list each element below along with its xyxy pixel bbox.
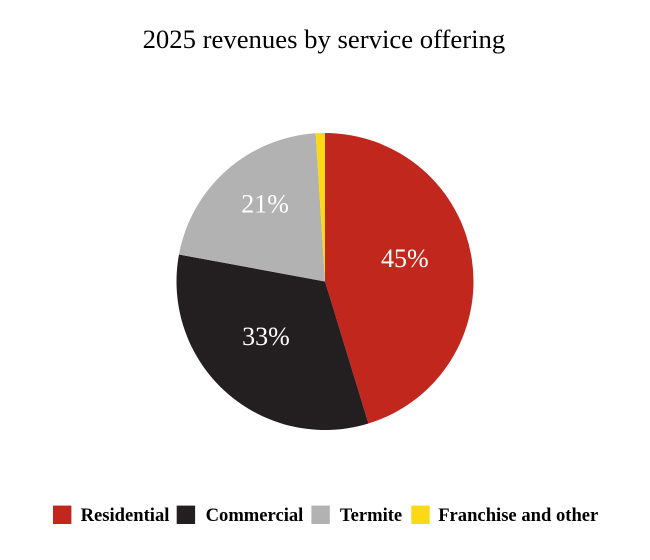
svg-text:Termite: Termite: [340, 505, 402, 526]
svg-text:Commercial: Commercial: [206, 505, 304, 526]
svg-text:45%: 45%: [381, 244, 429, 273]
svg-text:Franchise and other: Franchise and other: [438, 505, 598, 526]
svg-text:2025 revenues by service offer: 2025 revenues by service offering: [143, 24, 506, 54]
svg-text:21%: 21%: [241, 190, 289, 219]
svg-text:Residential: Residential: [81, 505, 170, 526]
svg-text:33%: 33%: [242, 322, 290, 351]
